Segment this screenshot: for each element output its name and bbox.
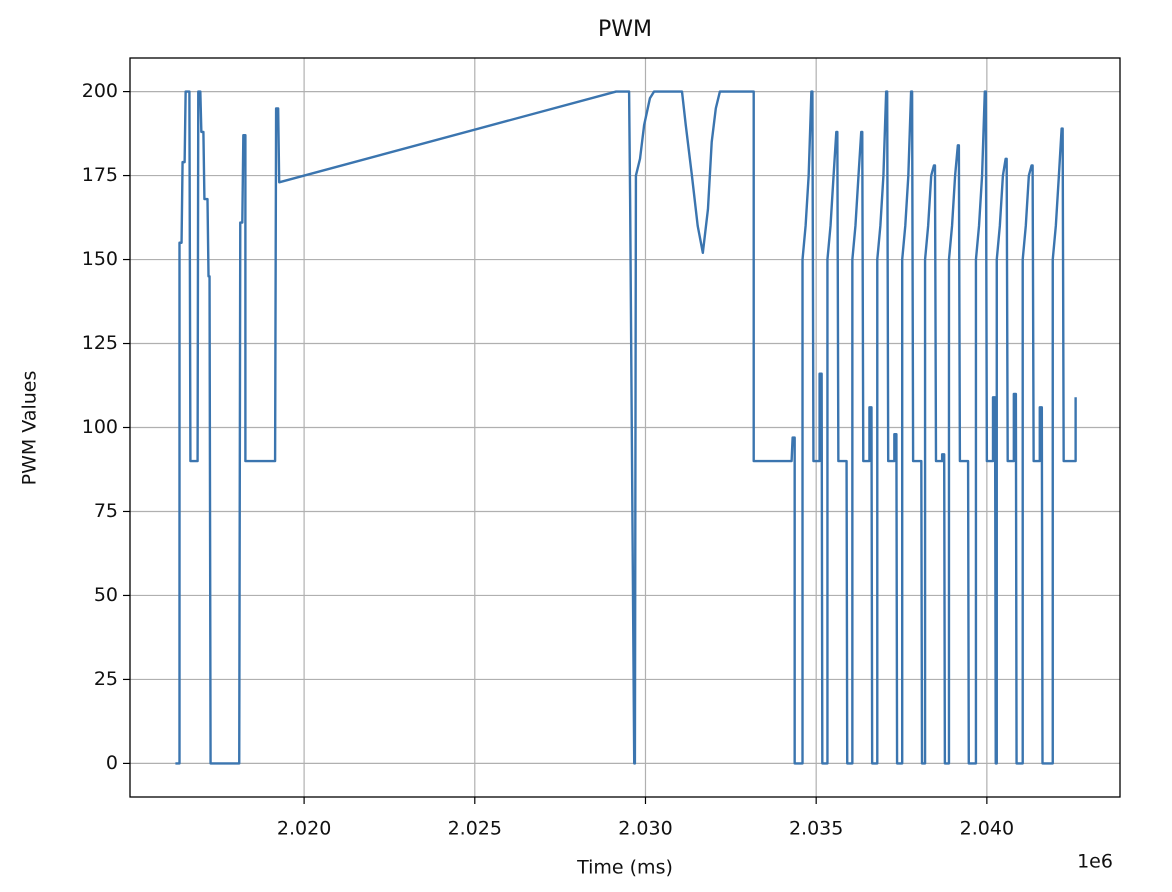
- x-tick-label: 2.035: [789, 818, 843, 840]
- y-axis-label: PWM Values: [19, 371, 41, 486]
- y-tick-label: 0: [106, 752, 118, 774]
- y-tick-label: 200: [82, 80, 118, 102]
- x-tick-label: 2.025: [448, 818, 502, 840]
- x-tick-label: 2.020: [277, 818, 331, 840]
- plot-frame: [129, 57, 1121, 798]
- x-axis-label: Time (ms): [576, 857, 673, 879]
- y-tick-label: 150: [82, 248, 118, 270]
- y-tick-label: 100: [82, 416, 118, 438]
- y-tick-label: 75: [94, 500, 118, 522]
- x-tick-label: 2.040: [960, 818, 1014, 840]
- chart-title: PWM: [598, 17, 652, 42]
- data-line: [175, 90, 1077, 765]
- y-tick-label: 175: [82, 164, 118, 186]
- y-tick-label: 25: [94, 668, 118, 690]
- x-offset-label: 1e6: [1077, 851, 1113, 873]
- x-tick-label: 2.030: [618, 818, 672, 840]
- y-tick-label: 125: [82, 332, 118, 354]
- y-tick-label: 50: [94, 584, 118, 606]
